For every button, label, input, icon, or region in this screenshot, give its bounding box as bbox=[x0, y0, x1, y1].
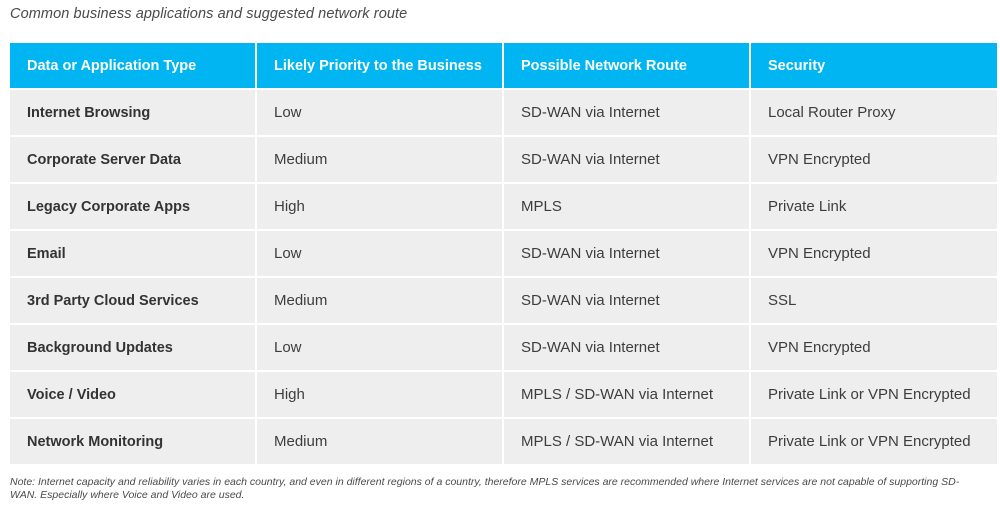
table-row: Email Low SD-WAN via Internet VPN Encryp… bbox=[10, 231, 997, 276]
cell-application-type: Corporate Server Data bbox=[10, 137, 255, 182]
table-row: Voice / Video High MPLS / SD-WAN via Int… bbox=[10, 372, 997, 417]
cell-security: Private Link bbox=[751, 184, 997, 229]
network-route-table: Data or Application Type Likely Priority… bbox=[8, 41, 999, 466]
cell-security: Local Router Proxy bbox=[751, 90, 997, 135]
cell-priority: Low bbox=[257, 231, 502, 276]
header-network-route: Possible Network Route bbox=[504, 43, 749, 88]
cell-priority: Low bbox=[257, 325, 502, 370]
cell-application-type: Voice / Video bbox=[10, 372, 255, 417]
cell-network-route: MPLS / SD-WAN via Internet bbox=[504, 419, 749, 464]
cell-security: Private Link or VPN Encrypted bbox=[751, 419, 997, 464]
network-route-table-container: Data or Application Type Likely Priority… bbox=[10, 43, 997, 466]
cell-application-type: Background Updates bbox=[10, 325, 255, 370]
table-caption: Common business applications and suggest… bbox=[10, 6, 408, 22]
cell-network-route: MPLS bbox=[504, 184, 749, 229]
footnote: Note: Internet capacity and reliability … bbox=[10, 476, 960, 501]
cell-network-route: SD-WAN via Internet bbox=[504, 90, 749, 135]
cell-network-route: SD-WAN via Internet bbox=[504, 231, 749, 276]
table-row: Internet Browsing Low SD-WAN via Interne… bbox=[10, 90, 997, 135]
cell-security: Private Link or VPN Encrypted bbox=[751, 372, 997, 417]
cell-security: VPN Encrypted bbox=[751, 325, 997, 370]
cell-priority: Medium bbox=[257, 278, 502, 323]
table-row: Background Updates Low SD-WAN via Intern… bbox=[10, 325, 997, 370]
cell-application-type: Email bbox=[10, 231, 255, 276]
cell-application-type: Internet Browsing bbox=[10, 90, 255, 135]
header-application-type: Data or Application Type bbox=[10, 43, 255, 88]
cell-priority: High bbox=[257, 372, 502, 417]
cell-network-route: SD-WAN via Internet bbox=[504, 325, 749, 370]
cell-application-type: 3rd Party Cloud Services bbox=[10, 278, 255, 323]
cell-security: VPN Encrypted bbox=[751, 231, 997, 276]
table-row: 3rd Party Cloud Services Medium SD-WAN v… bbox=[10, 278, 997, 323]
cell-priority: Low bbox=[257, 90, 502, 135]
header-security: Security bbox=[751, 43, 997, 88]
cell-security: SSL bbox=[751, 278, 997, 323]
table-row: Corporate Server Data Medium SD-WAN via … bbox=[10, 137, 997, 182]
cell-network-route: MPLS / SD-WAN via Internet bbox=[504, 372, 749, 417]
cell-application-type: Legacy Corporate Apps bbox=[10, 184, 255, 229]
cell-application-type: Network Monitoring bbox=[10, 419, 255, 464]
cell-security: VPN Encrypted bbox=[751, 137, 997, 182]
cell-priority: High bbox=[257, 184, 502, 229]
table-row: Legacy Corporate Apps High MPLS Private … bbox=[10, 184, 997, 229]
table-row: Network Monitoring Medium MPLS / SD-WAN … bbox=[10, 419, 997, 464]
cell-network-route: SD-WAN via Internet bbox=[504, 137, 749, 182]
cell-network-route: SD-WAN via Internet bbox=[504, 278, 749, 323]
cell-priority: Medium bbox=[257, 137, 502, 182]
table-header-row: Data or Application Type Likely Priority… bbox=[10, 43, 997, 88]
cell-priority: Medium bbox=[257, 419, 502, 464]
header-priority: Likely Priority to the Business bbox=[257, 43, 502, 88]
